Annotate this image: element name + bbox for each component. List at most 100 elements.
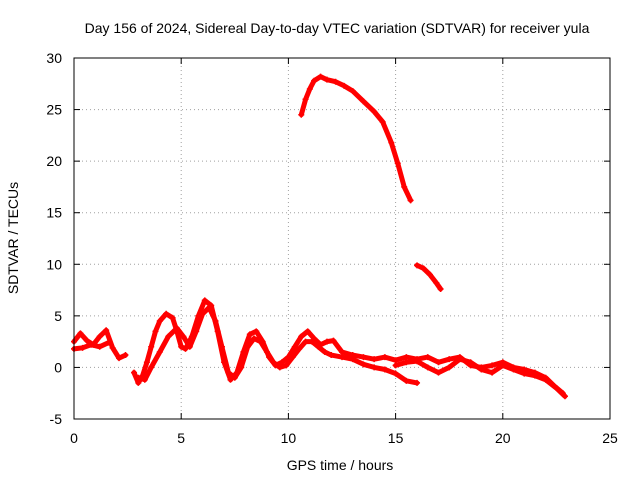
data-point <box>392 362 399 369</box>
data-point <box>77 330 84 337</box>
grid-layer <box>74 58 610 419</box>
data-point <box>360 361 367 368</box>
x-tick-label: 5 <box>177 430 185 446</box>
data-point <box>178 343 185 350</box>
data-point <box>433 279 440 286</box>
data-point <box>420 265 427 272</box>
series-line <box>298 74 414 203</box>
data-point <box>206 304 213 311</box>
data-point <box>88 341 95 348</box>
data-point <box>225 369 232 376</box>
data-point <box>298 111 305 118</box>
x-tick-label: 0 <box>70 430 78 446</box>
data-point <box>283 362 290 369</box>
data-point <box>173 325 180 332</box>
data-point <box>148 343 155 350</box>
sdtvar-track-3 <box>131 297 566 397</box>
data-point <box>244 343 251 350</box>
x-tick-label: 25 <box>602 430 618 446</box>
data-point <box>414 262 421 269</box>
data-point <box>403 377 410 384</box>
data-point <box>296 345 303 352</box>
data-point <box>435 359 442 366</box>
data-point <box>446 364 453 371</box>
data-point <box>330 337 337 344</box>
data-point <box>553 385 560 392</box>
data-point <box>321 348 328 355</box>
data-point <box>182 345 189 352</box>
y-tick-label: 0 <box>54 359 62 375</box>
data-point <box>186 343 193 350</box>
data-point <box>360 98 367 105</box>
data-point <box>109 344 116 351</box>
data-point <box>152 328 159 335</box>
data-point <box>317 73 324 80</box>
data-point <box>302 96 309 103</box>
data-point <box>263 348 270 355</box>
data-point <box>379 118 386 125</box>
y-tick-label: 30 <box>46 50 62 66</box>
data-point <box>435 369 442 376</box>
data-point <box>231 374 238 381</box>
data-point <box>360 354 367 361</box>
data-point <box>414 379 421 386</box>
data-point <box>96 333 103 340</box>
data-point <box>478 366 485 373</box>
data-point <box>381 366 388 373</box>
data-point <box>116 355 123 362</box>
data-point <box>437 286 444 293</box>
data-point <box>199 310 206 317</box>
data-point <box>135 374 142 381</box>
data-point <box>499 362 506 369</box>
data-point <box>212 318 219 325</box>
y-tick-label: 15 <box>46 205 62 221</box>
data-point <box>169 314 176 321</box>
data-point <box>328 352 335 359</box>
data-point <box>456 356 463 363</box>
series-layer <box>71 73 568 400</box>
data-point <box>489 369 496 376</box>
data-point <box>371 356 378 363</box>
data-point <box>467 359 474 366</box>
data-point <box>148 364 155 371</box>
data-point <box>349 88 356 95</box>
data-point <box>201 297 208 304</box>
data-point <box>165 333 172 340</box>
data-point <box>332 78 339 85</box>
x-tick-label: 10 <box>281 430 297 446</box>
sdtvar-track-7 <box>392 356 568 400</box>
data-point <box>135 379 142 386</box>
data-point <box>122 352 129 359</box>
data-point <box>96 343 103 350</box>
data-point <box>227 376 234 383</box>
data-point <box>531 372 538 379</box>
data-point <box>381 354 388 361</box>
sdtvar-track-2 <box>71 339 112 352</box>
y-tick-label: 20 <box>46 153 62 169</box>
data-point <box>407 197 414 204</box>
data-point <box>218 343 225 350</box>
data-point <box>289 354 296 361</box>
data-point <box>426 271 433 278</box>
data-point <box>308 338 315 345</box>
data-point <box>180 333 187 340</box>
data-point <box>341 82 348 89</box>
data-point <box>253 328 260 335</box>
data-point <box>521 370 528 377</box>
sdtvar-track-4 <box>135 304 421 386</box>
data-point <box>446 356 453 363</box>
chart-title: Day 156 of 2024, Sidereal Day-to-day VTE… <box>85 20 590 36</box>
plot-frame <box>73 57 611 420</box>
sdtvar-track-5 <box>298 73 414 204</box>
data-point <box>270 359 277 366</box>
data-point <box>349 356 356 363</box>
data-point <box>246 331 253 338</box>
data-point <box>510 366 517 373</box>
data-point <box>424 364 431 371</box>
data-point <box>238 364 245 371</box>
data-point <box>276 364 283 371</box>
data-point <box>403 354 410 361</box>
y-tick-label: -5 <box>50 411 63 427</box>
data-point <box>323 76 330 83</box>
